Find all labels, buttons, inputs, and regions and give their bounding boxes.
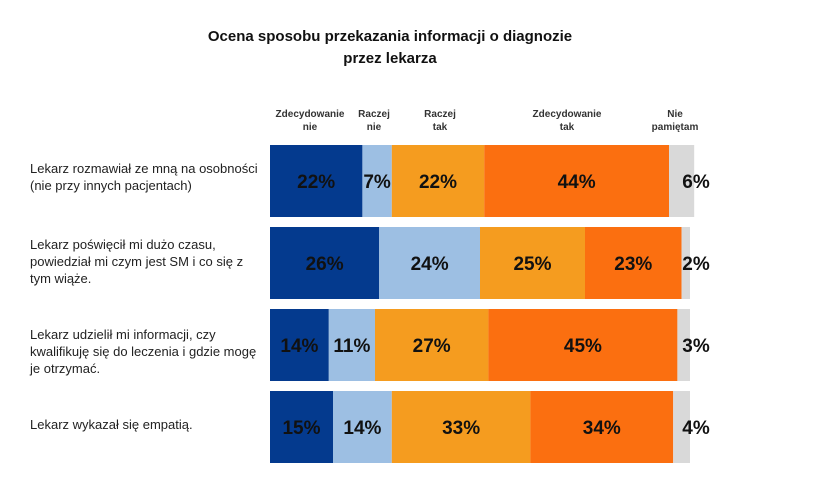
data-label-row1-series2: 7% bbox=[363, 172, 391, 193]
chart-title: Ocena sposobu przekazania informacji o d… bbox=[207, 28, 573, 67]
bar-segment-row1-series5 bbox=[669, 145, 695, 217]
bar-segment-row4-series4 bbox=[530, 391, 674, 463]
bar-segment-row2-series2 bbox=[379, 227, 480, 299]
bar-segment-row3-series1 bbox=[270, 309, 329, 381]
bar-segment-row4-series2 bbox=[333, 391, 392, 463]
bar-segment-row3-series4 bbox=[488, 309, 678, 381]
data-label-row4-series1: 15% bbox=[282, 418, 320, 439]
row-label-empatia: Lekarz wykazał się empatią. bbox=[30, 417, 193, 432]
data-label-row2-series5: 2% bbox=[682, 254, 710, 275]
bar-segment-row1-series4 bbox=[484, 145, 669, 217]
legend-label-raczej-tak: Raczej tak bbox=[424, 109, 456, 133]
data-label-row2-series2: 24% bbox=[411, 254, 449, 275]
row-label-czas: Lekarz poświęcił mi dużo czasu, powiedzi… bbox=[30, 237, 244, 286]
bar-segment-row2-series1 bbox=[270, 227, 380, 299]
data-label-row3-series4: 45% bbox=[564, 336, 602, 357]
bar-segment-row4-series3 bbox=[391, 391, 531, 463]
bar-segment-row2-series5 bbox=[681, 227, 690, 299]
bar-segment-row2-series4 bbox=[585, 227, 682, 299]
bar-segment-row3-series5 bbox=[677, 309, 690, 381]
data-label-row3-series1: 14% bbox=[280, 336, 318, 357]
data-label-row4-series4: 34% bbox=[583, 418, 621, 439]
row-label-kwalifikacja: Lekarz udzielił mi informacji, czy kwali… bbox=[30, 327, 257, 376]
data-label-row1-series4: 44% bbox=[558, 172, 596, 193]
legend-label-zdecydowanie-tak: Zdecydowanie tak bbox=[532, 109, 602, 133]
data-label-row1-series1: 22% bbox=[297, 172, 335, 193]
data-label-row4-series5: 4% bbox=[682, 418, 710, 439]
data-label-row3-series3: 27% bbox=[413, 336, 451, 357]
data-label-row1-series3: 22% bbox=[419, 172, 457, 193]
bar-segment-row3-series3 bbox=[375, 309, 489, 381]
legend-label-nie-pamietam: Nie pamiętam bbox=[651, 109, 699, 133]
bar-segment-row4-series5 bbox=[673, 391, 690, 463]
data-label-row3-series2: 11% bbox=[333, 336, 370, 357]
data-label-row2-series3: 25% bbox=[513, 254, 551, 275]
bar-segment-row3-series2 bbox=[328, 309, 375, 381]
bar-segment-row1-series3 bbox=[391, 145, 485, 217]
data-label-row1-series5: 6% bbox=[682, 172, 710, 193]
bar-segment-row2-series3 bbox=[480, 227, 585, 299]
data-label-row3-series5: 3% bbox=[682, 336, 710, 357]
data-label-row4-series3: 33% bbox=[442, 418, 480, 439]
row-label-osobnosc: Lekarz rozmawiał ze mną na osobności (ni… bbox=[30, 161, 258, 193]
legend-label-raczej-nie: Raczej nie bbox=[358, 109, 390, 133]
bar-segment-row1-series1 bbox=[270, 145, 363, 217]
data-label-row4-series2: 14% bbox=[343, 418, 381, 439]
data-label-row2-series1: 26% bbox=[306, 254, 344, 275]
bar-segment-row1-series2 bbox=[362, 145, 392, 217]
data-label-row2-series4: 23% bbox=[614, 254, 652, 275]
bar-segment-row4-series1 bbox=[270, 391, 333, 463]
legend-label-zdecydowanie-nie: Zdecydowanie nie bbox=[275, 109, 345, 133]
